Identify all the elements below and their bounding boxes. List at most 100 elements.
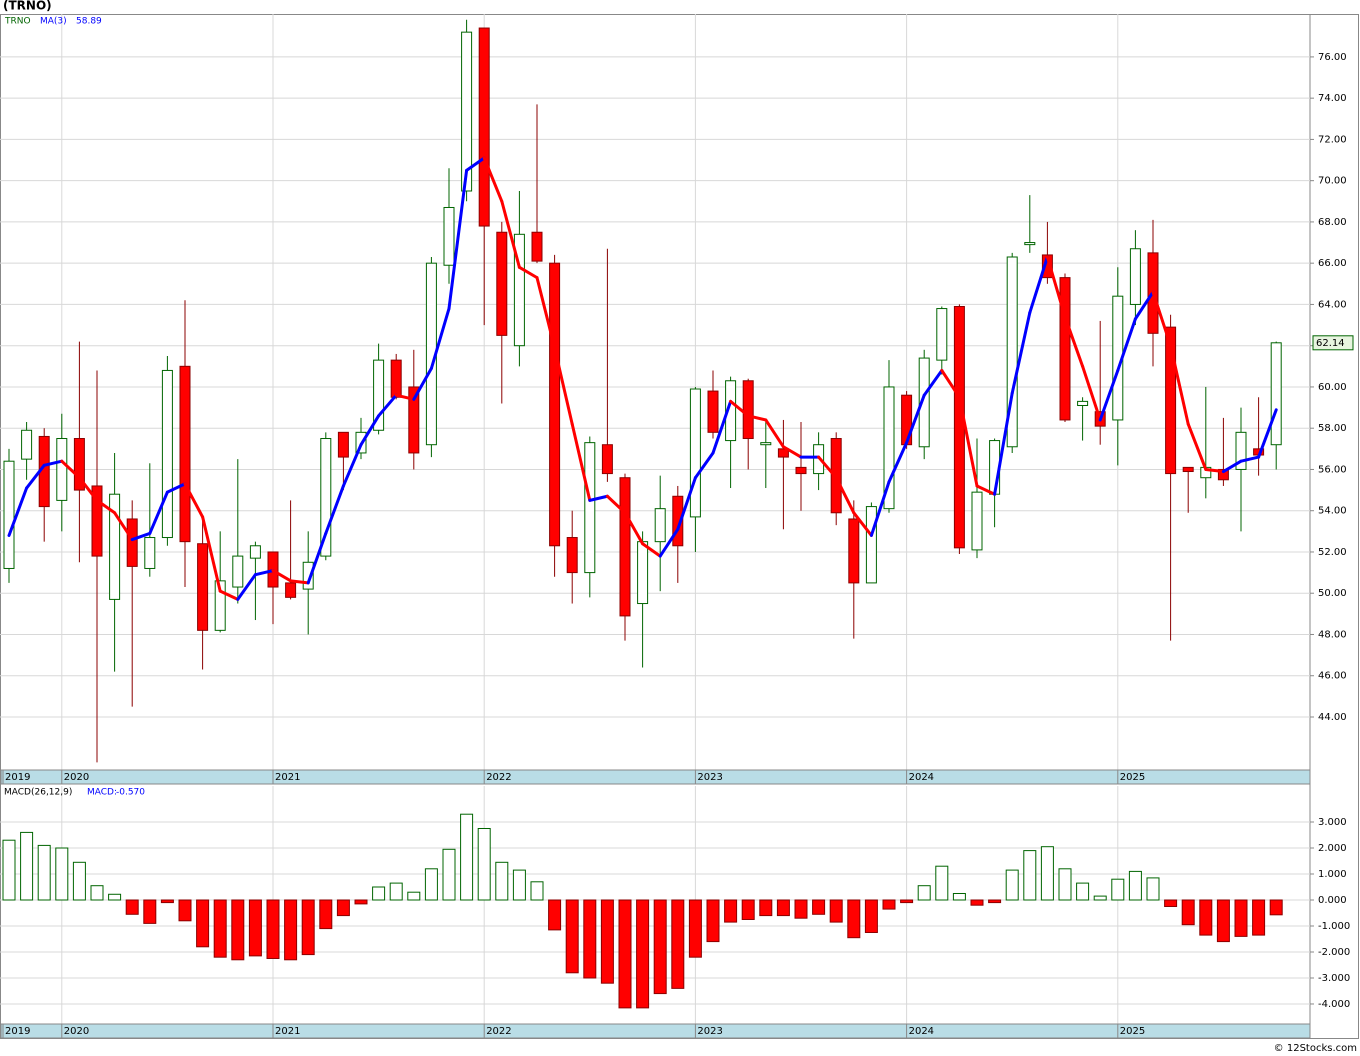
x-tick-label: 2025 [1120,772,1145,783]
ma-segment [746,414,768,422]
bar [952,892,966,901]
ma-segment [25,463,46,490]
x-tick-label: 2024 [909,772,934,783]
candle-body [232,555,244,588]
candle-body [161,369,173,539]
bar [1164,899,1178,907]
candle-body [126,518,138,567]
ma-segment [553,346,574,426]
bar [548,899,562,931]
candle-body [953,305,965,549]
y-tick-label: 60.00 [1318,382,1347,393]
bar [407,891,421,901]
ma-segment [852,511,873,537]
y-tick-label: -1.000 [1318,921,1350,932]
bar [829,899,843,923]
ma-segment [1204,467,1225,474]
bar [512,869,526,901]
candle-body [197,543,209,631]
candle-body [531,231,543,262]
bar [424,868,438,901]
ma-segment [95,498,117,515]
x-tick-label: 2020 [64,1026,89,1037]
candle-body [936,308,948,361]
y-tick-label: 46.00 [1318,671,1347,682]
x-tick-label: 2022 [486,1026,511,1037]
candle-body [1077,400,1089,407]
bar [37,844,51,901]
ma-segment [324,484,345,535]
ma-segment [1010,311,1032,395]
ma-segment [922,368,944,397]
candle-body [179,365,191,543]
ma-segment [940,368,961,399]
ma-segment [1239,455,1261,463]
bar [1199,899,1213,936]
ma-segment [869,480,891,537]
ma-segment [377,393,398,418]
ma-segment [781,445,803,459]
bar [143,899,157,924]
ma-segment [148,490,169,535]
bar [460,813,474,901]
bar [1146,877,1160,901]
indicator-value: -0.570 [116,788,145,798]
bar [1234,899,1248,937]
candle-body [1182,466,1194,473]
bar [178,899,192,922]
bar [671,899,685,989]
bar [988,899,1002,904]
bar [1076,882,1090,901]
y-tick-label: 76.00 [1318,52,1347,63]
ma-segment [1186,422,1208,471]
candle-body [795,466,807,475]
bar [231,899,245,961]
x-tick-label: 2023 [697,772,722,783]
ma-segment [1081,364,1102,422]
y-tick-label: 58.00 [1318,423,1347,434]
bar [530,881,544,901]
bar [2,839,16,901]
ma-segment [1063,315,1085,368]
ma-segment [1151,290,1173,348]
y-tick-label: 54.00 [1318,506,1347,517]
bar [442,848,456,901]
candle-body [56,438,68,501]
ma-segment [605,494,627,515]
bar [935,865,949,901]
ma-segment [957,395,979,488]
bar [917,885,931,901]
candle-body [302,561,314,590]
bar [1111,878,1125,901]
ma-segment [289,579,310,585]
candle-body [144,537,156,569]
bar [389,882,403,901]
y-tick-label: 44.00 [1318,712,1347,723]
bar [196,899,210,948]
y-tick-label: -4.000 [1318,999,1350,1010]
x-tick-label: 2019 [5,1026,30,1037]
bar [372,886,386,901]
x-tick-label: 2021 [275,1026,300,1037]
candle-body [566,537,578,574]
candle-body [443,206,455,266]
candle-body [3,460,15,569]
ma-segment [676,476,697,531]
candle-body [1024,242,1036,246]
candle-body [1006,256,1018,448]
y-tick-label: 48.00 [1318,629,1347,640]
bar [90,885,104,901]
ma-segment [447,168,469,311]
ma-segment [623,511,645,546]
last-price-label: 62.14 [1316,338,1345,349]
ma-segment [535,276,557,350]
bar [583,899,597,979]
ma-segment [465,156,486,172]
candle-body [1041,254,1053,279]
ma-segment [570,422,592,502]
bar [565,899,579,974]
last-price-box [1312,335,1354,351]
candle-body [249,545,261,559]
bar [20,831,34,901]
x-tick-label: 2019 [5,772,30,783]
